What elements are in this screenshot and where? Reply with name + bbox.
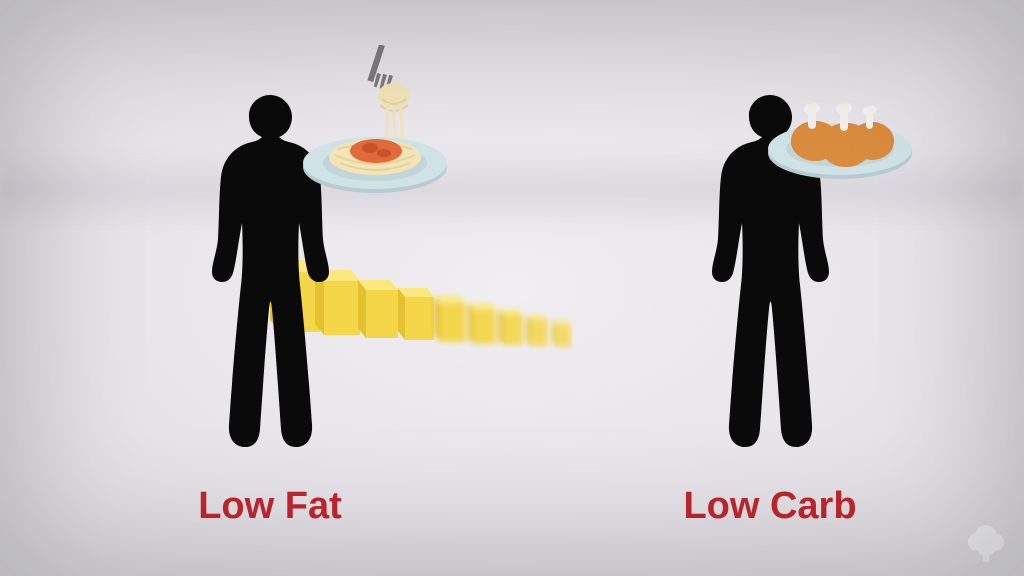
food-chicken-icon bbox=[760, 75, 920, 190]
food-pasta-icon bbox=[290, 45, 460, 210]
watermark-tree-icon bbox=[964, 520, 1008, 564]
label-low-fat: Low Fat bbox=[120, 485, 420, 528]
infographic-stage: Low Fat Low Carb bbox=[0, 0, 1024, 576]
label-low-carb: Low Carb bbox=[620, 485, 920, 528]
